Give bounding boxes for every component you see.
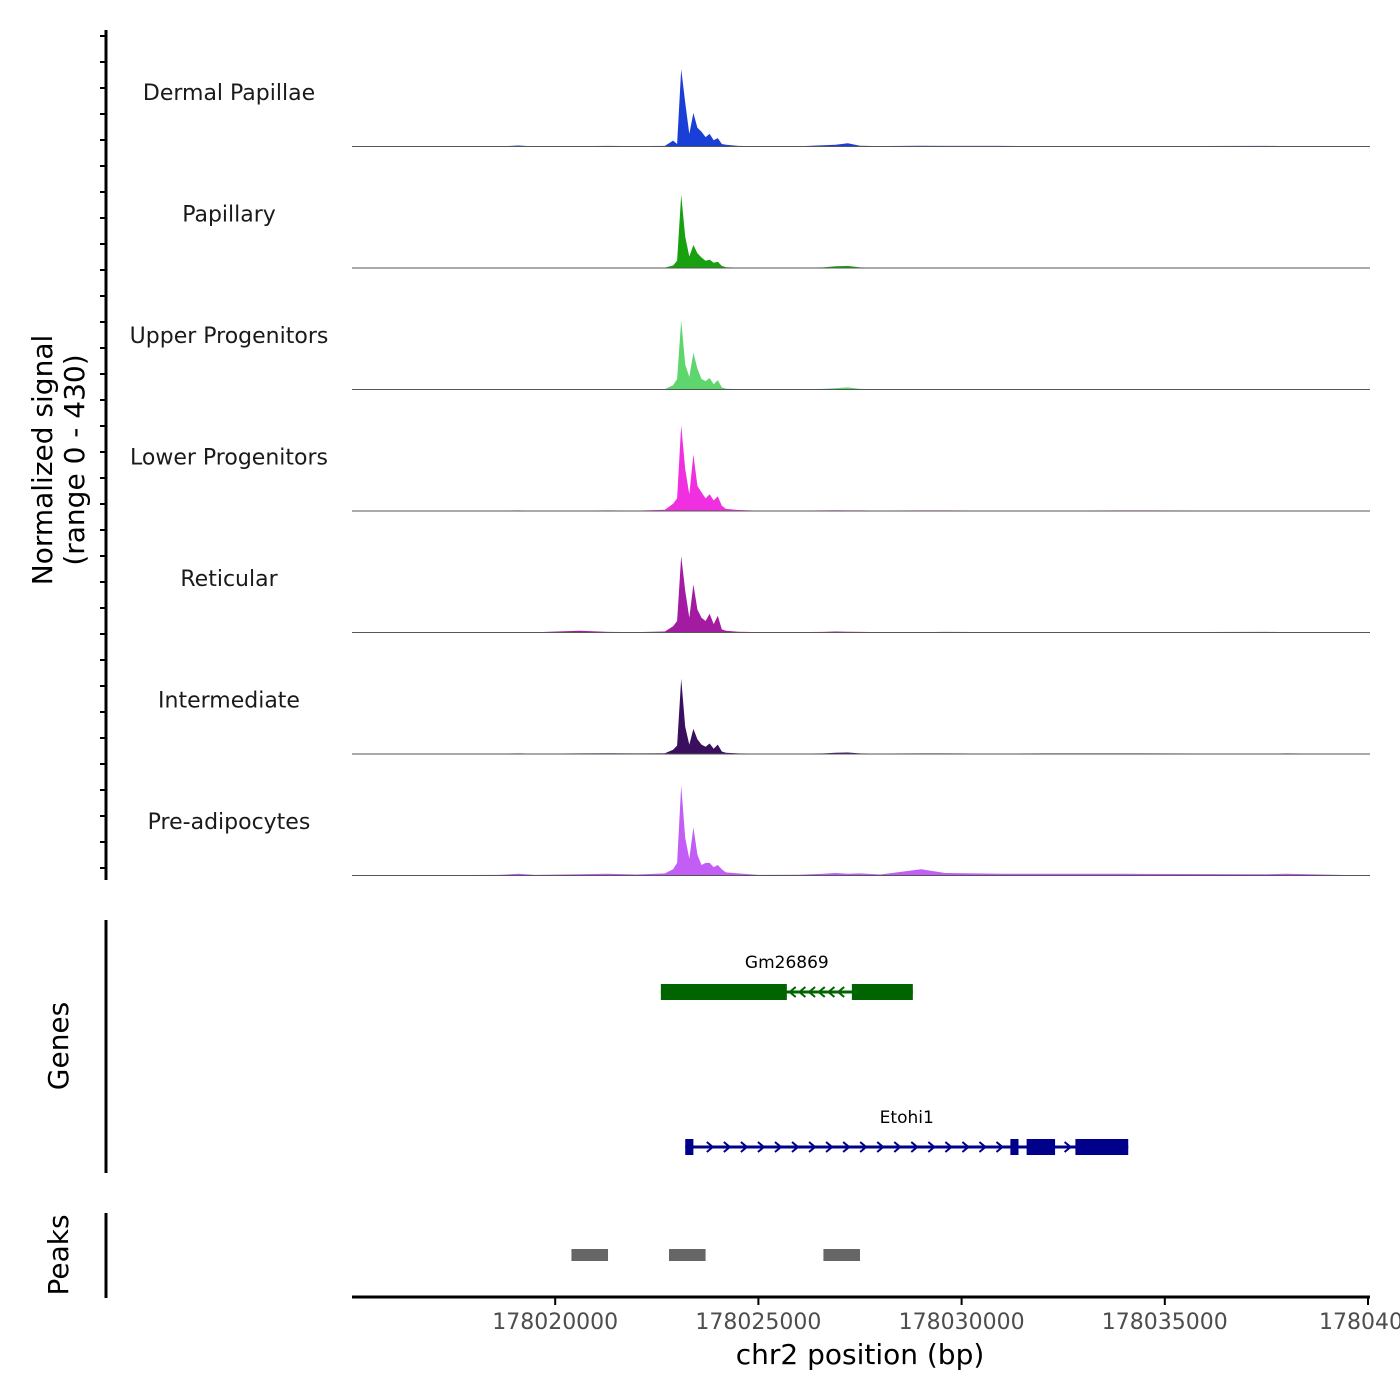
y-axis-title-line2: (range 0 - 430) — [58, 354, 91, 565]
strand-chevron — [808, 1141, 817, 1153]
strand-chevron — [825, 1141, 834, 1153]
strand-chevron — [944, 1141, 953, 1153]
gene-label: Etohi1 — [880, 1108, 934, 1128]
strand-chevron — [910, 1141, 919, 1153]
strand-chevron — [774, 1141, 783, 1153]
track-label: Pre-adipocytes — [148, 810, 311, 835]
strand-chevron — [893, 1141, 902, 1153]
strand-chevron — [826, 986, 836, 998]
gene-exon — [660, 984, 787, 1000]
coverage-track: Reticular — [180, 556, 1370, 633]
y-axis-ticks — [100, 35, 106, 869]
gene-exon — [1010, 1139, 1019, 1155]
x-tick-label: 1780400 — [1319, 1310, 1400, 1335]
coverage-area — [352, 556, 1368, 633]
strand-chevron — [836, 986, 845, 998]
gene-annotations: Gm26869 Etohi1 — [660, 953, 1129, 1155]
strand-chevron — [876, 1141, 885, 1153]
strand-chevron — [961, 1141, 970, 1153]
x-tick-label: 178035000 — [1102, 1310, 1228, 1335]
peak-bar — [668, 1249, 706, 1261]
track-label: Upper Progenitors — [130, 324, 329, 349]
strand-chevron — [723, 1141, 732, 1153]
strand-chevron — [807, 986, 816, 998]
coverage-track: Papillary — [182, 194, 1370, 269]
strand-chevron — [791, 1141, 800, 1153]
track-label: Lower Progenitors — [130, 446, 328, 471]
coverage-area — [352, 785, 1368, 876]
genes-track-label: Genes — [42, 1002, 75, 1090]
x-tick-label: 178030000 — [899, 1310, 1025, 1335]
track-label: Reticular — [180, 567, 278, 592]
strand-chevron — [842, 1141, 851, 1153]
coverage-area — [352, 320, 1368, 390]
strand-chevron — [978, 1141, 987, 1153]
gene-exon — [685, 1139, 694, 1155]
coverage-tracks: Dermal Papillae Papillary Upper Progenitor… — [130, 69, 1370, 876]
strand-chevron — [927, 1141, 936, 1153]
strand-chevron — [797, 986, 807, 998]
coverage-area — [352, 678, 1368, 754]
peaks-track-label: Peaks — [42, 1214, 75, 1295]
strand-chevron — [740, 1141, 749, 1153]
track-label: Intermediate — [158, 689, 300, 714]
strand-chevron — [1063, 1141, 1073, 1153]
gene-exon — [1075, 1139, 1129, 1155]
strand-chevron — [859, 1141, 868, 1153]
coverage-track: Intermediate — [158, 678, 1370, 755]
x-axis-title: chr2 position (bp) — [736, 1338, 985, 1371]
coverage-track: Dermal Papillae — [143, 69, 1370, 147]
strand-chevron — [995, 1141, 1005, 1153]
coverage-area — [352, 194, 1368, 268]
strand-chevron — [788, 986, 797, 998]
coverage-area — [352, 69, 1368, 147]
strand-chevron — [757, 1141, 766, 1153]
gene-exon — [1026, 1139, 1056, 1155]
coverage-track: Lower Progenitors — [130, 425, 1370, 512]
peak-bar — [823, 1249, 860, 1261]
track-label: Papillary — [182, 203, 276, 228]
y-axis-title-line1: Normalized signal — [26, 335, 59, 586]
gene: Etohi1 — [685, 1108, 1129, 1155]
gene-exon — [851, 984, 913, 1000]
coverage-track: Pre-adipocytes — [148, 785, 1370, 876]
x-tick-label: 178020000 — [492, 1310, 618, 1335]
x-axis-ticks: 178020000 178025000 178030000 178035000 1780… — [492, 1297, 1400, 1335]
x-tick-label: 178025000 — [695, 1310, 821, 1335]
peak-bar — [571, 1249, 609, 1261]
strand-chevron — [817, 986, 826, 998]
strand-chevron — [706, 1141, 715, 1153]
gene-label: Gm26869 — [745, 953, 829, 973]
coverage-area — [352, 425, 1368, 511]
gene: Gm26869 — [660, 953, 913, 1000]
peak-regions — [571, 1249, 860, 1261]
track-label: Dermal Papillae — [143, 81, 315, 106]
coverage-track: Upper Progenitors — [130, 320, 1370, 390]
